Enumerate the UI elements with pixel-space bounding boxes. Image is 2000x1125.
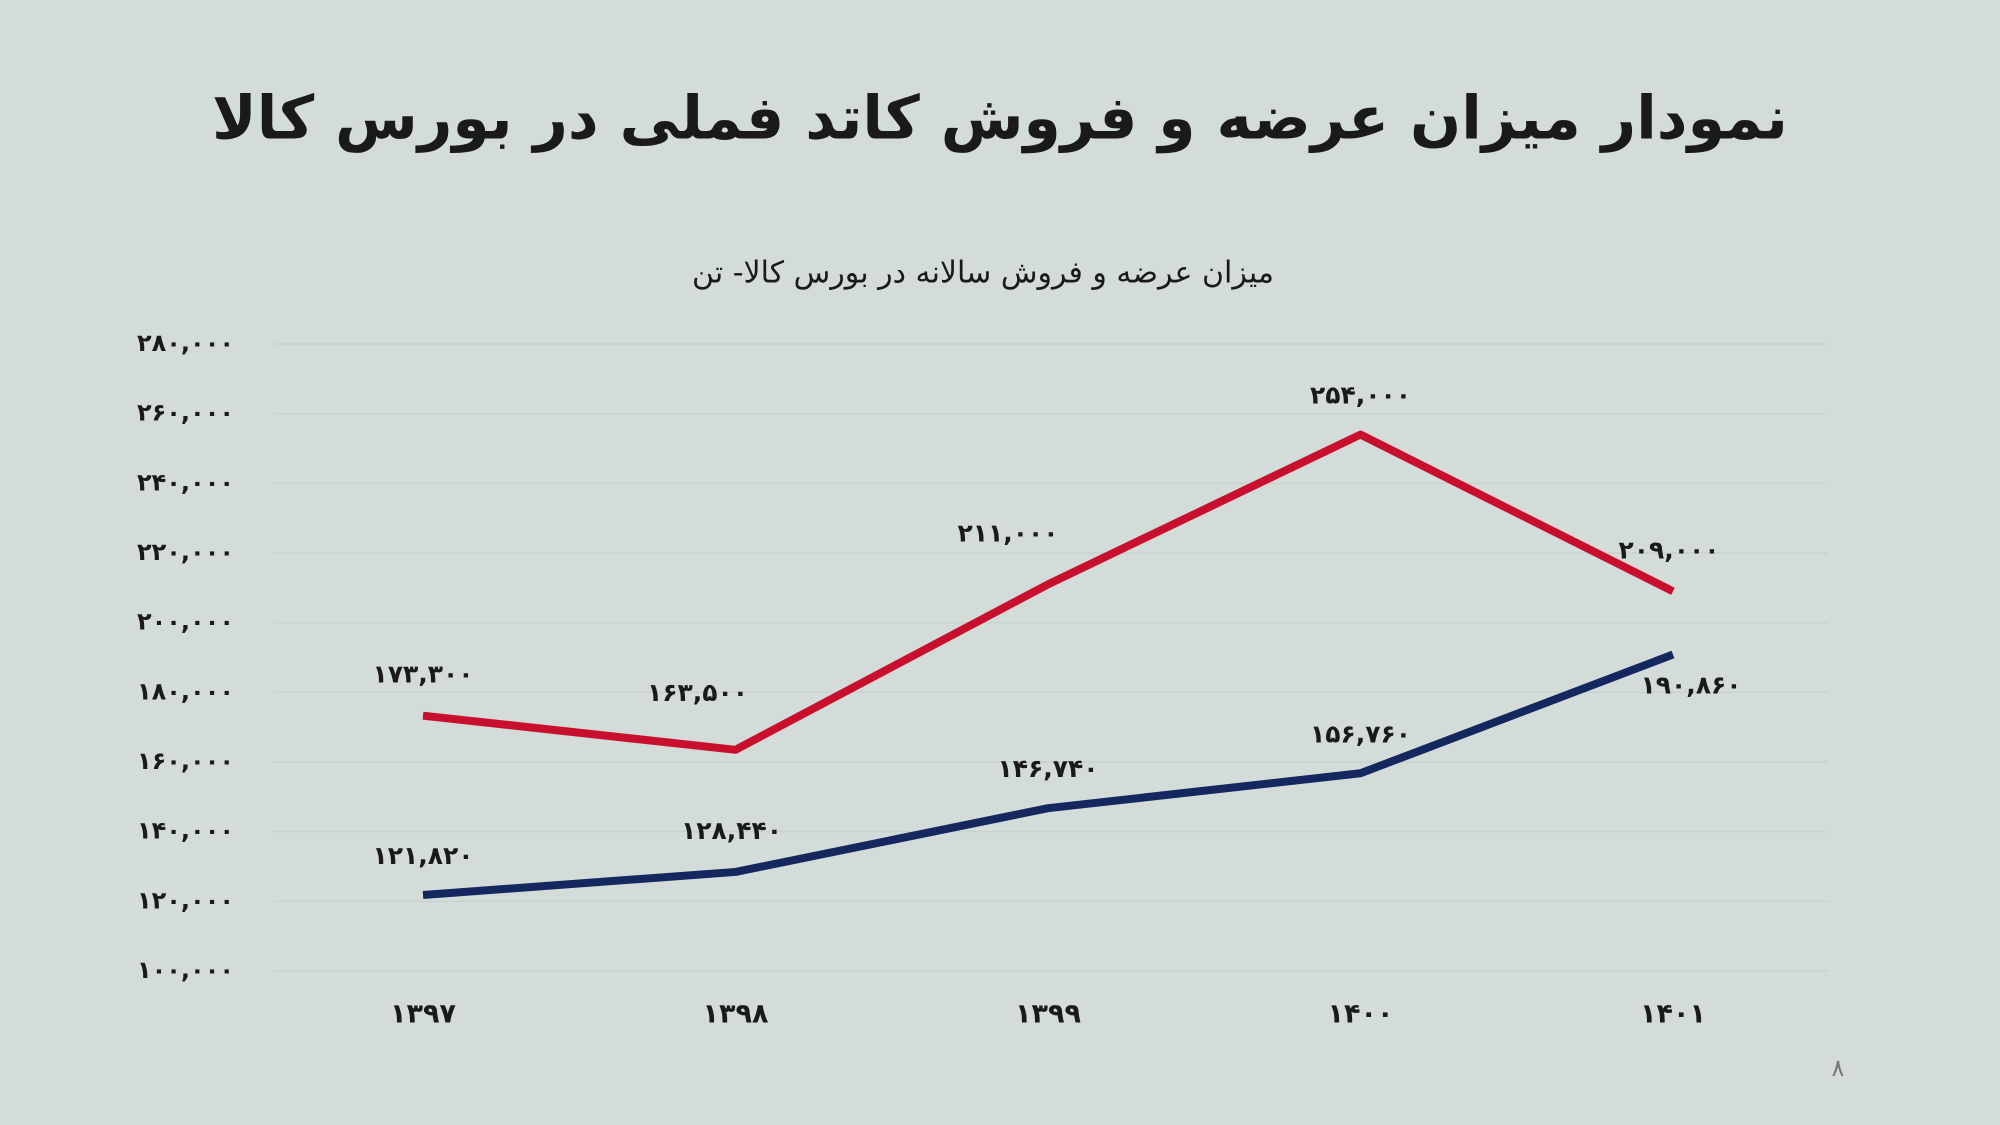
data-label: ۱۶۳,۵۰۰ xyxy=(647,678,748,707)
y-tick-label: ۱۶۰,۰۰۰ xyxy=(137,747,234,775)
y-tick-label: ۱۸۰,۰۰۰ xyxy=(137,677,234,705)
data-label: ۱۲۱,۸۲۰ xyxy=(372,841,473,870)
x-tick-label: ۱۳۹۹ xyxy=(1015,999,1081,1030)
chart-title: نمودار میزان عرضه و فروش کاتد فملی در بو… xyxy=(212,84,1788,154)
data-label: ۲۰۹,۰۰۰ xyxy=(1618,535,1719,564)
y-tick-label: ۲۲۰,۰۰۰ xyxy=(137,538,234,566)
data-label: ۱۷۳,۳۰۰ xyxy=(372,660,473,689)
data-label: ۲۵۴,۰۰۰ xyxy=(1310,381,1411,410)
series-line xyxy=(422,650,1675,899)
x-tick-label: ۱۳۹۸ xyxy=(703,999,769,1030)
x-tick-label: ۱۳۹۷ xyxy=(390,999,456,1030)
page-number: ۸ xyxy=(1832,1054,1845,1082)
data-label: ۱۴۶,۷۴۰ xyxy=(997,754,1098,783)
chart-subtitle: میزان عرضه و فروش سالانه در بورس کالا- ت… xyxy=(692,256,1274,291)
x-tick-label: ۱۴۰۰ xyxy=(1328,999,1394,1030)
y-tick-label: ۲۸۰,۰۰۰ xyxy=(137,329,234,357)
data-label: ۱۵۶,۷۶۰ xyxy=(1310,719,1411,748)
series-line xyxy=(422,430,1675,754)
data-label: ۲۱۱,۰۰۰ xyxy=(957,518,1058,547)
y-tick-label: ۲۰۰,۰۰۰ xyxy=(137,608,234,636)
x-tick-label: ۱۴۰۱ xyxy=(1640,999,1706,1030)
y-tick-label: ۱۰۰,۰۰۰ xyxy=(137,956,234,984)
data-label: ۱۲۸,۴۴۰ xyxy=(681,816,782,845)
data-label: ۱۹۰,۸۶۰ xyxy=(1640,671,1741,700)
y-tick-label: ۱۴۰,۰۰۰ xyxy=(137,817,234,845)
y-tick-label: ۱۲۰,۰۰۰ xyxy=(137,886,234,914)
y-tick-label: ۲۴۰,۰۰۰ xyxy=(137,468,234,496)
y-tick-label: ۲۶۰,۰۰۰ xyxy=(137,399,234,427)
